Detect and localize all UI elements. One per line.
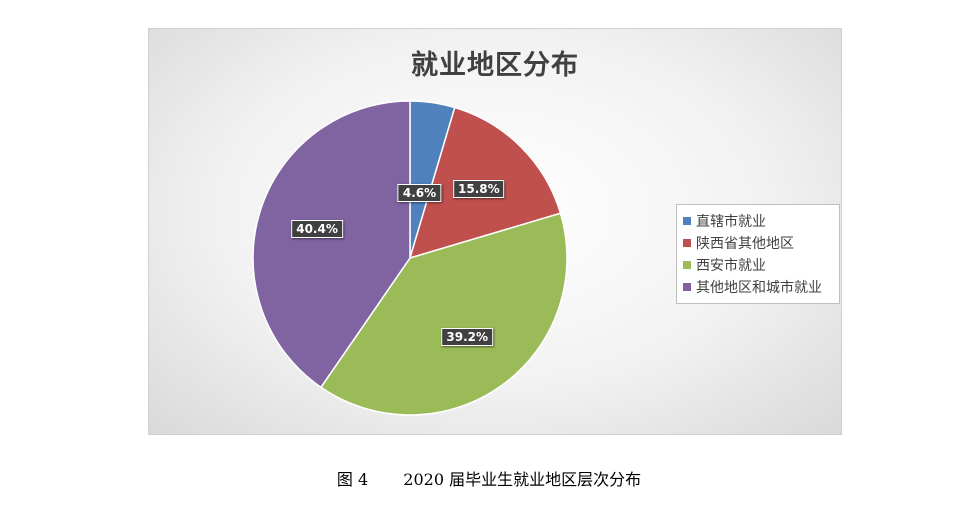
chart-area: 就业地区分布 4.6% 15.8% 39.2% 40.4% 直辖市就业陕西省其他地区西… — [148, 28, 842, 435]
legend-item-shaanxi-other: 陕西省其他地区 — [683, 232, 833, 254]
figure-caption: 图 4 2020 届毕业生就业地区层次分布 — [0, 466, 978, 490]
legend-label: 西安市就业 — [696, 258, 766, 274]
legend-label: 陕西省其他地区 — [696, 236, 794, 252]
pie-slice-other-regions — [252, 100, 411, 389]
figure-number: 图 4 — [336, 470, 369, 489]
caption-text: 2020 届毕业生就业地区层次分布 — [403, 470, 642, 489]
legend-item-other-regions: 其他地区和城市就业 — [683, 276, 833, 298]
legend-item-municipality: 直辖市就业 — [683, 210, 833, 232]
legend-item-xian: 西安市就业 — [683, 254, 833, 276]
legend-swatch — [683, 217, 691, 225]
legend-swatch — [683, 239, 691, 247]
legend-swatch — [683, 261, 691, 269]
legend-swatch — [683, 283, 691, 291]
legend-label: 其他地区和城市就业 — [696, 280, 822, 296]
data-label-other-regions: 40.4% — [291, 220, 343, 239]
data-label-xian: 39.2% — [441, 327, 494, 346]
data-label-municipality: 4.6% — [397, 183, 442, 202]
pie-slice-xian — [319, 212, 568, 416]
legend-label: 直辖市就业 — [696, 214, 766, 230]
data-label-shaanxi-other: 15.8% — [453, 180, 505, 199]
chart-title: 就业地区分布 — [411, 50, 579, 81]
legend: 直辖市就业陕西省其他地区 西安市就业其他地区和城市就业 — [676, 204, 840, 304]
